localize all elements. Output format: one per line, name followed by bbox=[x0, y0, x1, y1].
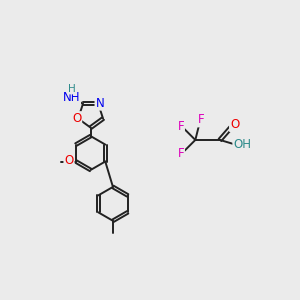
Text: OH: OH bbox=[233, 138, 251, 151]
Text: N: N bbox=[95, 97, 104, 110]
Text: NH: NH bbox=[63, 91, 80, 103]
Text: O: O bbox=[72, 112, 81, 125]
Text: O: O bbox=[64, 154, 74, 167]
Text: F: F bbox=[197, 113, 204, 126]
Text: F: F bbox=[177, 120, 184, 134]
Text: F: F bbox=[177, 146, 184, 160]
Text: O: O bbox=[230, 118, 239, 131]
Text: H: H bbox=[68, 83, 76, 94]
